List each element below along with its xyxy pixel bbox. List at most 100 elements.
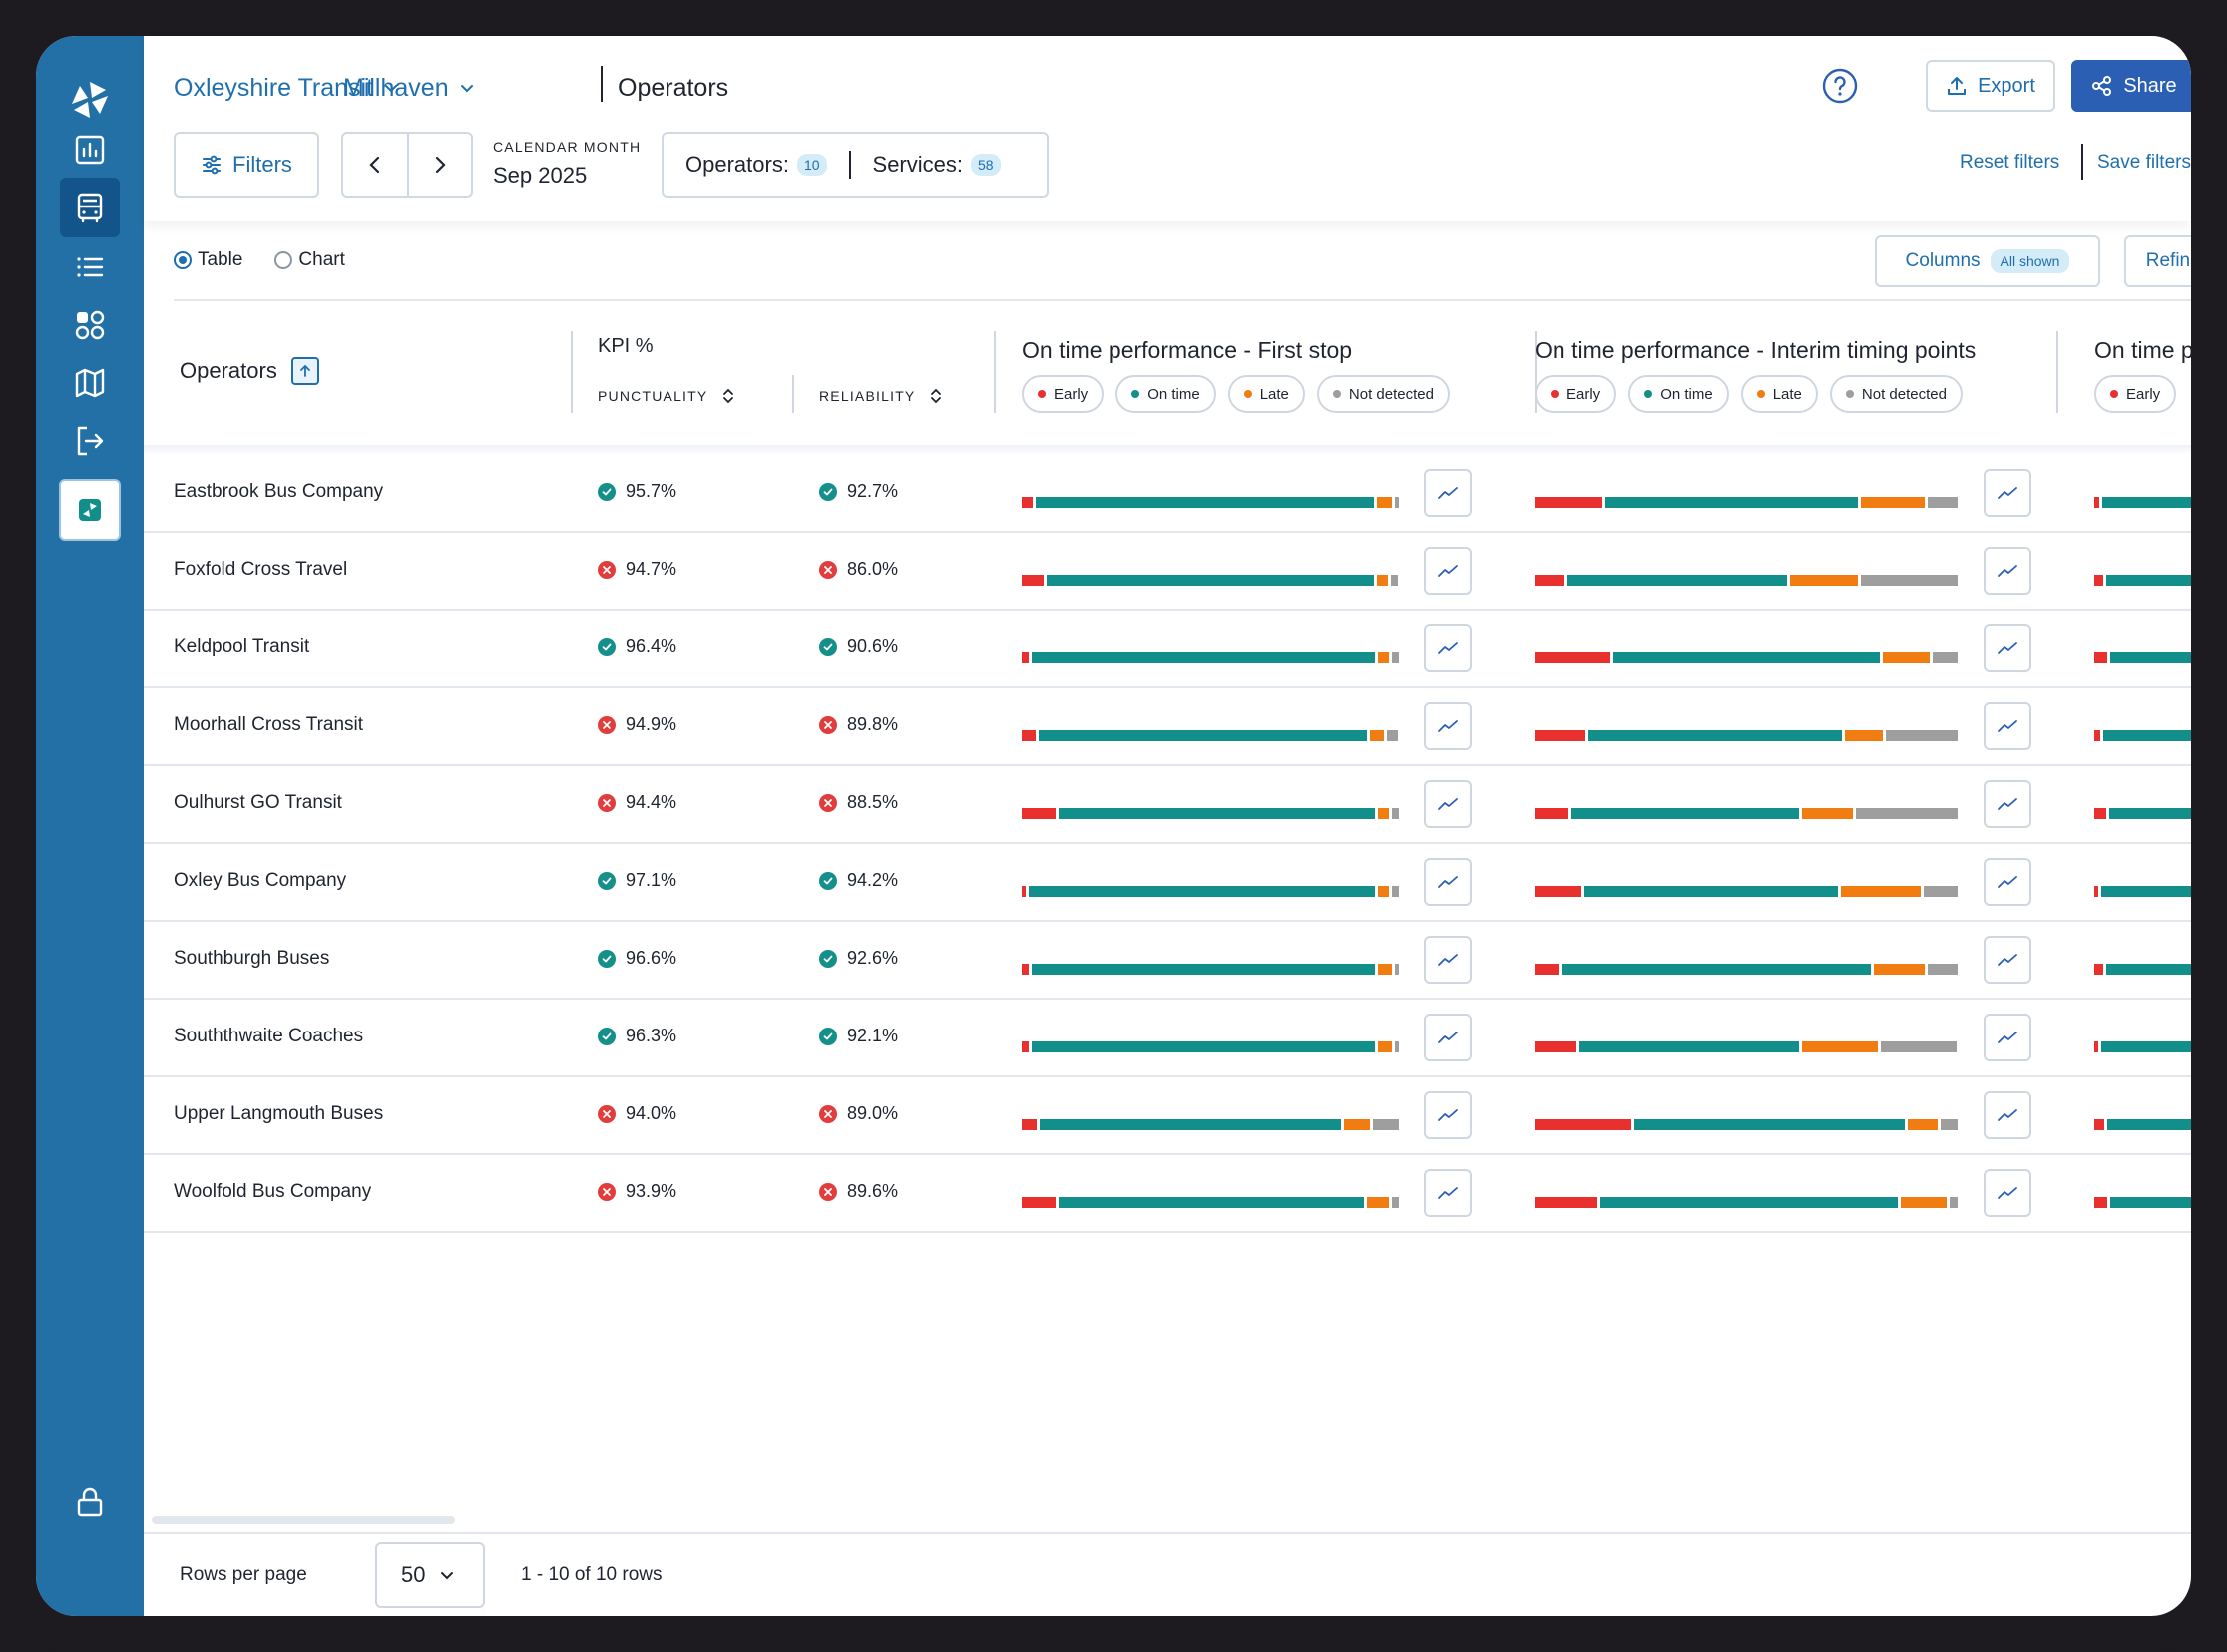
otp-interim-bar[interactable] bbox=[1535, 886, 1958, 897]
help-icon[interactable] bbox=[1820, 66, 1860, 106]
table-view-radio[interactable] bbox=[174, 251, 192, 269]
refine-page-button[interactable]: Refine page bbox=[2124, 235, 2191, 287]
operator-name[interactable]: Oxley Bus Company bbox=[174, 870, 347, 891]
first-stop-trend-button[interactable] bbox=[1424, 1091, 1472, 1139]
first-stop-trend-button[interactable] bbox=[1424, 780, 1472, 828]
sidebar-item-list[interactable] bbox=[60, 237, 120, 297]
first-stop-trend-button[interactable] bbox=[1424, 469, 1472, 517]
otp-third-bar[interactable] bbox=[2094, 886, 2191, 897]
otp-third-bar[interactable] bbox=[2094, 730, 2191, 741]
otp-first-stop-bar[interactable] bbox=[1022, 575, 1399, 586]
operator-name[interactable]: Souththwaite Coaches bbox=[174, 1026, 364, 1046]
interim-trend-button[interactable] bbox=[1984, 702, 2031, 750]
legend-early[interactable]: Early bbox=[1535, 375, 1617, 413]
otp-first-stop-bar[interactable] bbox=[1022, 886, 1399, 897]
sidebar-item-map[interactable] bbox=[60, 353, 120, 413]
otp-first-stop-bar[interactable] bbox=[1022, 730, 1399, 741]
table-row[interactable]: Keldpool Transit 96.4% 90.6% bbox=[144, 611, 2191, 688]
first-stop-trend-button[interactable] bbox=[1424, 624, 1472, 672]
table-row[interactable]: Upper Langmouth Buses 94.0% 89.0% bbox=[144, 1077, 2191, 1155]
calendar-period-value[interactable]: Sep 2025 bbox=[493, 163, 588, 188]
interim-trend-button[interactable] bbox=[1984, 936, 2031, 984]
first-stop-trend-button[interactable] bbox=[1424, 1169, 1472, 1217]
first-stop-trend-button[interactable] bbox=[1424, 702, 1472, 750]
otp-third-bar[interactable] bbox=[2094, 1041, 2191, 1052]
operator-name[interactable]: Keldpool Transit bbox=[174, 636, 310, 657]
otp-third-bar[interactable] bbox=[2094, 652, 2191, 663]
table-view-label[interactable]: Table bbox=[198, 249, 243, 270]
otp-third-bar[interactable] bbox=[2094, 1119, 2191, 1130]
legend-early[interactable]: Early bbox=[2094, 375, 2177, 413]
sidebar-item-lock[interactable] bbox=[60, 1472, 120, 1532]
share-button[interactable]: Share bbox=[2071, 60, 2191, 112]
otp-third-bar[interactable] bbox=[2094, 575, 2191, 586]
previous-period-button[interactable] bbox=[343, 134, 407, 196]
otp-third-bar[interactable] bbox=[2094, 964, 2191, 975]
table-row[interactable]: Oxley Bus Company 97.1% 94.2% bbox=[144, 844, 2191, 922]
sidebar-item-brand[interactable] bbox=[59, 479, 121, 541]
next-period-button[interactable] bbox=[406, 134, 471, 196]
punctuality-column-header[interactable]: PUNCTUALITY bbox=[598, 387, 735, 405]
operator-name[interactable]: Eastbrook Bus Company bbox=[174, 481, 384, 502]
reliability-column-header[interactable]: RELIABILITY bbox=[819, 387, 943, 405]
breadcrumb-org[interactable]: Oxleyshire Transit bbox=[174, 66, 399, 110]
otp-first-stop-bar[interactable] bbox=[1022, 1041, 1399, 1052]
otp-first-stop-bar[interactable] bbox=[1022, 808, 1399, 819]
reset-filters-link[interactable]: Reset filters bbox=[1960, 152, 2060, 173]
interim-trend-button[interactable] bbox=[1984, 469, 2031, 517]
sidebar-item-operators[interactable] bbox=[60, 178, 120, 237]
table-row[interactable]: Eastbrook Bus Company 95.7% 92.7% bbox=[144, 455, 2191, 533]
first-stop-trend-button[interactable] bbox=[1424, 936, 1472, 984]
table-row[interactable]: Foxfold Cross Travel 94.7% 86.0% bbox=[144, 533, 2191, 611]
table-row[interactable]: Souththwaite Coaches 96.3% 92.1% bbox=[144, 1000, 2191, 1077]
otp-first-stop-bar[interactable] bbox=[1022, 1119, 1399, 1130]
table-row[interactable]: Oulhurst GO Transit 94.4% 88.5% bbox=[144, 766, 2191, 844]
otp-interim-bar[interactable] bbox=[1535, 497, 1958, 508]
first-stop-trend-button[interactable] bbox=[1424, 547, 1472, 595]
legend-late[interactable]: Late bbox=[1227, 375, 1305, 413]
first-stop-trend-button[interactable] bbox=[1424, 1014, 1472, 1061]
otp-first-stop-bar[interactable] bbox=[1022, 1197, 1399, 1208]
interim-trend-button[interactable] bbox=[1984, 1091, 2031, 1139]
otp-interim-bar[interactable] bbox=[1535, 808, 1958, 819]
otp-third-bar[interactable] bbox=[2094, 808, 2191, 819]
operator-name[interactable]: Southburgh Buses bbox=[174, 948, 330, 969]
table-row[interactable]: Woolfold Bus Company 93.9% 89.6% bbox=[144, 1155, 2191, 1233]
otp-interim-bar[interactable] bbox=[1535, 730, 1958, 741]
otp-interim-bar[interactable] bbox=[1535, 1041, 1958, 1052]
otp-first-stop-bar[interactable] bbox=[1022, 652, 1399, 663]
otp-interim-bar[interactable] bbox=[1535, 652, 1958, 663]
rows-per-page-select[interactable]: 50 bbox=[375, 1542, 485, 1608]
interim-trend-button[interactable] bbox=[1984, 1014, 2031, 1061]
interim-trend-button[interactable] bbox=[1984, 1169, 2031, 1217]
operators-column-header[interactable]: Operators bbox=[180, 357, 319, 385]
legend-not-detected[interactable]: Not detected bbox=[1316, 375, 1450, 413]
otp-first-stop-bar[interactable] bbox=[1022, 497, 1399, 508]
operator-name[interactable]: Moorhall Cross Transit bbox=[174, 714, 364, 735]
horizontal-scrollbar[interactable] bbox=[152, 1516, 455, 1524]
interim-trend-button[interactable] bbox=[1984, 780, 2031, 828]
sort-ascending-icon[interactable] bbox=[290, 357, 319, 385]
legend-on-time[interactable]: On time bbox=[1115, 375, 1216, 413]
chart-view-label[interactable]: Chart bbox=[298, 249, 345, 270]
operator-name[interactable]: Oulhurst GO Transit bbox=[174, 792, 342, 813]
otp-third-bar[interactable] bbox=[2094, 497, 2191, 508]
operator-name[interactable]: Foxfold Cross Travel bbox=[174, 559, 348, 580]
table-row[interactable]: Southburgh Buses 96.6% 92.6% bbox=[144, 922, 2191, 1000]
first-stop-trend-button[interactable] bbox=[1424, 858, 1472, 906]
otp-interim-bar[interactable] bbox=[1535, 1197, 1958, 1208]
save-filters-link[interactable]: Save filters bbox=[2097, 152, 2191, 173]
legend-on-time[interactable]: On time bbox=[1628, 375, 1729, 413]
otp-first-stop-bar[interactable] bbox=[1022, 964, 1399, 975]
app-logo-icon[interactable] bbox=[70, 80, 110, 120]
interim-trend-button[interactable] bbox=[1984, 858, 2031, 906]
otp-interim-bar[interactable] bbox=[1535, 964, 1958, 975]
filters-button[interactable]: Filters bbox=[174, 132, 319, 198]
legend-late[interactable]: Late bbox=[1740, 375, 1818, 413]
sidebar-item-dashboard[interactable] bbox=[60, 120, 120, 180]
breadcrumb-area[interactable]: Millhaven bbox=[343, 66, 475, 110]
table-row[interactable]: Moorhall Cross Transit 94.9% 89.8% bbox=[144, 688, 2191, 766]
legend-early[interactable]: Early bbox=[1022, 375, 1105, 413]
legend-not-detected[interactable]: Not detected bbox=[1829, 375, 1963, 413]
otp-interim-bar[interactable] bbox=[1535, 1119, 1958, 1130]
